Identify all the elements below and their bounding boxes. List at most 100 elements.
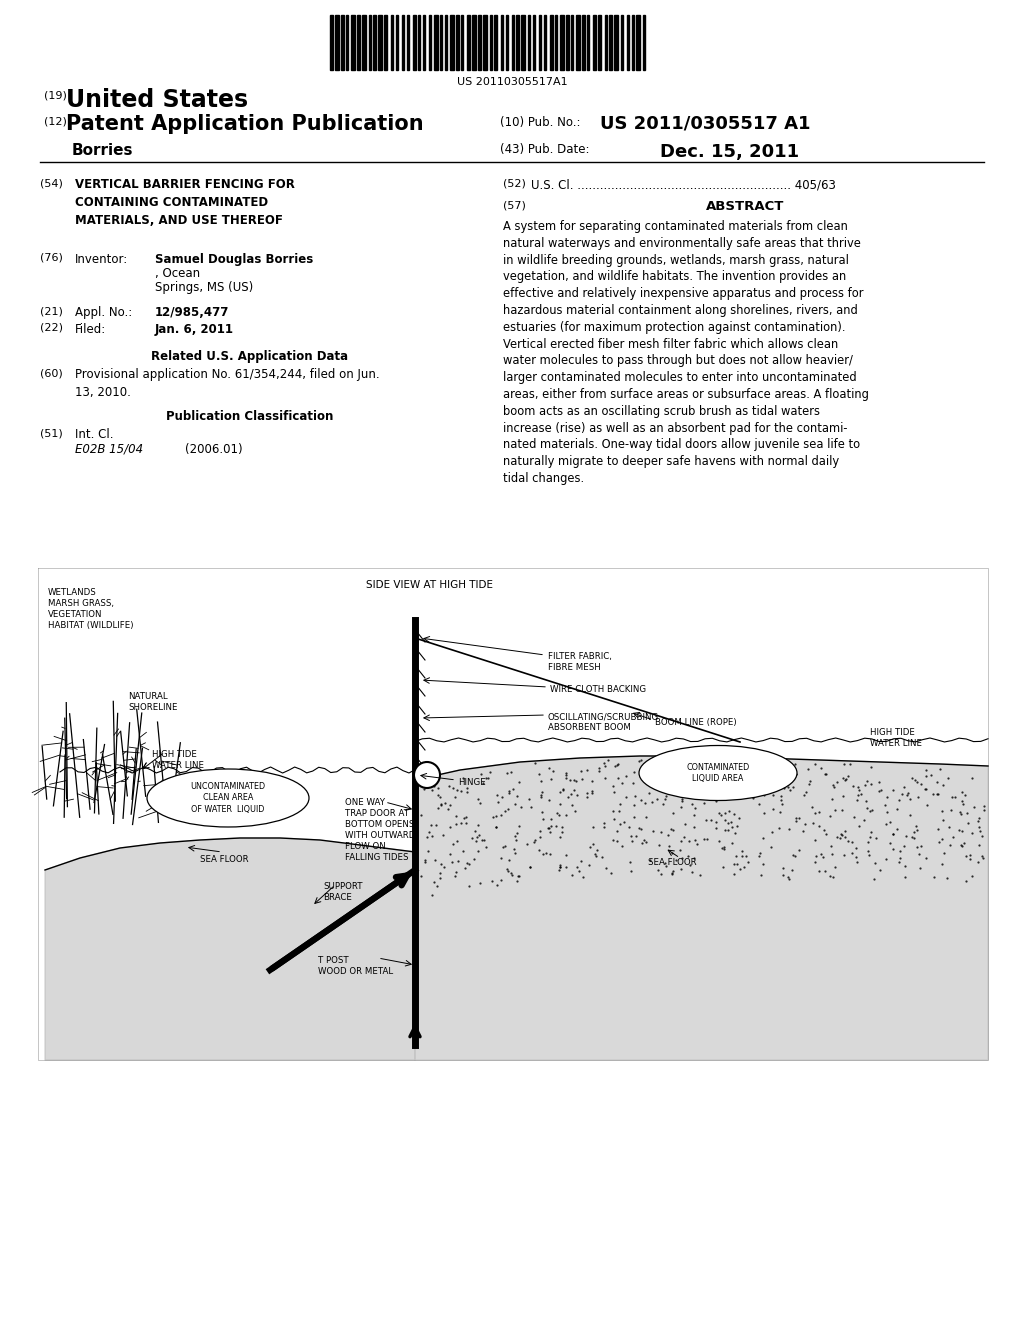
Bar xyxy=(362,15,366,70)
Text: (76): (76) xyxy=(40,253,62,263)
Text: HIGH TIDE
WATER LINE: HIGH TIDE WATER LINE xyxy=(152,750,204,770)
Bar xyxy=(609,15,612,70)
Bar xyxy=(506,15,508,70)
Bar xyxy=(384,15,387,70)
Bar xyxy=(434,15,438,70)
Bar xyxy=(560,15,564,70)
Bar xyxy=(627,15,629,70)
Bar xyxy=(632,15,634,70)
Bar xyxy=(501,15,503,70)
Bar xyxy=(571,15,573,70)
Bar xyxy=(456,15,459,70)
Text: US 2011/0305517 A1: US 2011/0305517 A1 xyxy=(600,114,811,132)
Text: Samuel Douglas Borries: Samuel Douglas Borries xyxy=(155,253,313,267)
Text: WIRE CLOTH BACKING: WIRE CLOTH BACKING xyxy=(550,685,646,694)
Bar xyxy=(418,15,420,70)
Bar xyxy=(598,15,601,70)
Text: Provisional application No. 61/354,244, filed on Jun.
13, 2010.: Provisional application No. 61/354,244, … xyxy=(75,368,380,399)
Bar xyxy=(472,15,476,70)
Bar xyxy=(534,15,535,70)
Bar xyxy=(566,15,569,70)
Bar xyxy=(490,15,492,70)
Text: US 20110305517A1: US 20110305517A1 xyxy=(457,77,567,87)
Text: ABSTRACT: ABSTRACT xyxy=(706,201,784,213)
Bar xyxy=(478,15,481,70)
Text: Publication Classification: Publication Classification xyxy=(166,411,334,422)
Text: , Ocean: , Ocean xyxy=(155,267,200,280)
Bar xyxy=(357,15,360,70)
Bar xyxy=(407,15,409,70)
Bar xyxy=(461,15,463,70)
Text: U.S. Cl. ......................................................... 405/63: U.S. Cl. ...............................… xyxy=(531,178,836,191)
Bar xyxy=(373,15,376,70)
Text: (19): (19) xyxy=(44,90,67,100)
Text: E02B 15/04: E02B 15/04 xyxy=(75,444,143,455)
Text: OSCILLATING/SCRUBBING
ABSORBENT BOOM: OSCILLATING/SCRUBBING ABSORBENT BOOM xyxy=(548,711,659,733)
Bar xyxy=(575,15,580,70)
Text: FILTER FABRIC,
FIBRE MESH: FILTER FABRIC, FIBRE MESH xyxy=(548,652,612,672)
Bar xyxy=(605,15,607,70)
Bar xyxy=(621,15,623,70)
Bar xyxy=(539,15,541,70)
Bar xyxy=(528,15,530,70)
Text: (52): (52) xyxy=(503,178,526,187)
Text: T POST
WOOD OR METAL: T POST WOOD OR METAL xyxy=(318,956,393,975)
Text: BOOM LINE (ROPE): BOOM LINE (ROPE) xyxy=(655,718,736,727)
Text: Springs, MS (US): Springs, MS (US) xyxy=(155,281,253,294)
Bar xyxy=(516,15,519,70)
Bar xyxy=(550,15,553,70)
Bar xyxy=(423,15,425,70)
Bar xyxy=(413,15,416,70)
Text: Borries: Borries xyxy=(72,143,133,158)
Bar xyxy=(369,15,371,70)
Bar xyxy=(335,15,339,70)
Text: Jan. 6, 2011: Jan. 6, 2011 xyxy=(155,323,234,337)
Bar xyxy=(450,15,454,70)
Bar xyxy=(341,15,344,70)
Circle shape xyxy=(414,762,440,788)
Bar xyxy=(483,15,487,70)
Text: 12/985,477: 12/985,477 xyxy=(155,306,229,319)
Bar xyxy=(636,15,640,70)
Bar xyxy=(494,15,497,70)
Text: (21): (21) xyxy=(40,306,62,315)
Text: SEA FLOOR: SEA FLOOR xyxy=(200,855,249,865)
Text: SUPPORT
BRACE: SUPPORT BRACE xyxy=(323,882,362,902)
Text: Inventor:: Inventor: xyxy=(75,253,128,267)
Bar xyxy=(346,15,348,70)
Polygon shape xyxy=(415,756,988,1060)
Text: Int. Cl.: Int. Cl. xyxy=(75,428,114,441)
Text: HINGE: HINGE xyxy=(458,777,485,787)
Text: (57): (57) xyxy=(503,201,526,210)
Text: (60): (60) xyxy=(40,368,62,378)
Bar xyxy=(521,15,525,70)
Text: (22): (22) xyxy=(40,323,63,333)
Text: United States: United States xyxy=(66,88,248,112)
Bar xyxy=(587,15,589,70)
Ellipse shape xyxy=(639,746,797,800)
Bar xyxy=(544,15,546,70)
Bar xyxy=(467,15,470,70)
Bar xyxy=(582,15,585,70)
Bar xyxy=(330,15,333,70)
Text: HIGH TIDE
WATER LINE: HIGH TIDE WATER LINE xyxy=(870,729,922,748)
Bar xyxy=(396,15,398,70)
Text: (2006.01): (2006.01) xyxy=(185,444,243,455)
Text: SIDE VIEW AT HIGH TIDE: SIDE VIEW AT HIGH TIDE xyxy=(367,579,494,590)
Bar xyxy=(555,15,557,70)
Bar xyxy=(429,15,431,70)
Text: SEA FLOOR: SEA FLOOR xyxy=(648,858,696,867)
Bar xyxy=(440,15,442,70)
Text: Appl. No.:: Appl. No.: xyxy=(75,306,132,319)
Text: (54): (54) xyxy=(40,178,62,187)
Ellipse shape xyxy=(147,770,309,828)
Polygon shape xyxy=(45,838,415,1060)
Text: WETLANDS
MARSH GRASS,
VEGETATION
HABITAT (WILDLIFE): WETLANDS MARSH GRASS, VEGETATION HABITAT… xyxy=(48,587,133,630)
Text: ONE WAY
TRAP DOOR AT
BOTTOM OPENS
WITH OUTWARD
FLOW ON
FALLING TIDES: ONE WAY TRAP DOOR AT BOTTOM OPENS WITH O… xyxy=(345,799,416,862)
Bar xyxy=(351,15,355,70)
Bar xyxy=(614,15,618,70)
Text: (51): (51) xyxy=(40,428,62,438)
Text: A system for separating contaminated materials from clean
natural waterways and : A system for separating contaminated mat… xyxy=(503,220,869,484)
Text: Patent Application Publication: Patent Application Publication xyxy=(66,114,424,135)
Bar xyxy=(593,15,596,70)
